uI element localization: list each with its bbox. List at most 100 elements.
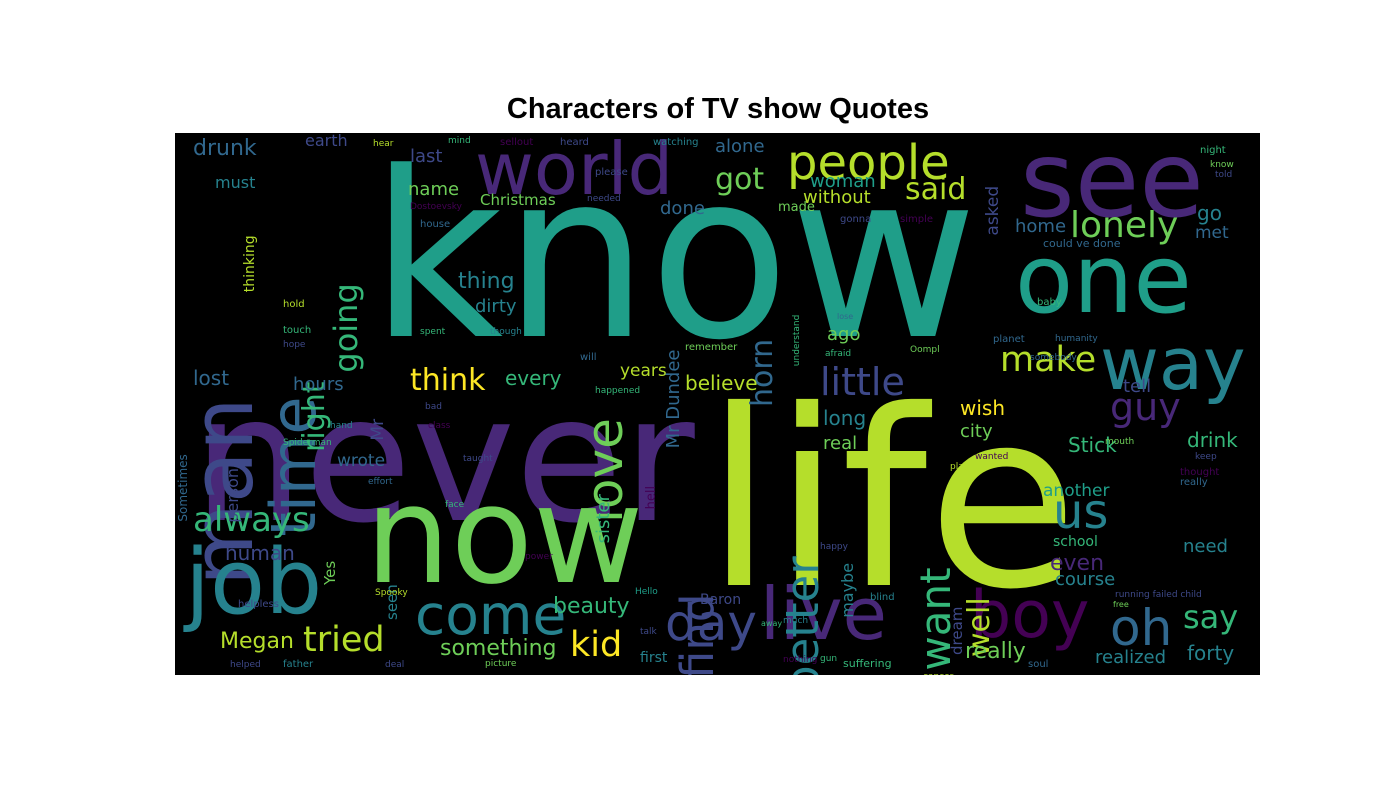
word-met: met bbox=[1195, 223, 1229, 243]
word-say: say bbox=[1183, 598, 1239, 636]
word-heard: heard bbox=[560, 137, 589, 148]
word-understand: understand bbox=[792, 314, 802, 367]
word-dirty: dirty bbox=[475, 296, 517, 317]
word-us: us bbox=[1053, 484, 1109, 540]
word-one: one bbox=[1015, 225, 1192, 335]
word-lose: lose bbox=[837, 312, 854, 321]
word-tried: tried bbox=[303, 620, 385, 660]
word-really: really bbox=[965, 639, 1026, 664]
word-another: another bbox=[1043, 481, 1110, 501]
word-wish: wish bbox=[960, 396, 1006, 420]
word-last: last bbox=[410, 146, 443, 167]
word-house: house bbox=[420, 219, 451, 230]
word-please: please bbox=[595, 167, 628, 178]
word-mr-dundee: Mr Dundee bbox=[663, 349, 684, 449]
word-nothing: nothing bbox=[783, 655, 818, 665]
word-blind: blind bbox=[870, 592, 895, 603]
word-job: job bbox=[185, 530, 323, 635]
word-night: night bbox=[1200, 145, 1226, 156]
word-come: come bbox=[415, 583, 567, 647]
word-effort: effort bbox=[368, 477, 393, 487]
word-know: know bbox=[370, 133, 978, 391]
word-though: though bbox=[490, 327, 522, 337]
word-keep: keep bbox=[1195, 452, 1217, 462]
word-planet: planet bbox=[993, 334, 1025, 345]
word-thing: thing bbox=[458, 269, 515, 294]
word-going: going bbox=[327, 283, 365, 373]
word-way: way bbox=[1100, 322, 1246, 406]
word-woman: woman bbox=[810, 171, 876, 192]
word-deal: deal bbox=[385, 660, 405, 670]
word-remember: remember bbox=[685, 342, 738, 353]
word-christmas: Christmas bbox=[480, 191, 556, 209]
word-person: person bbox=[223, 467, 242, 523]
word-happened: happened bbox=[595, 386, 641, 396]
word-see: see bbox=[1020, 133, 1204, 241]
word-school: school bbox=[1053, 534, 1098, 550]
word-talk: talk bbox=[640, 627, 657, 637]
word-wanted: wanted bbox=[975, 452, 1009, 462]
word-real: real bbox=[823, 433, 858, 454]
word-away: away bbox=[761, 619, 783, 628]
word-long: long bbox=[823, 406, 867, 430]
word-world: world bbox=[475, 133, 674, 211]
word-afraid: afraid bbox=[825, 349, 852, 359]
word-life: life bbox=[705, 358, 1079, 643]
word-bad: bad bbox=[425, 402, 442, 412]
word-hours: hours bbox=[293, 374, 344, 395]
word-dream: dream bbox=[948, 606, 966, 655]
word-hand: hand bbox=[330, 421, 353, 431]
word-helped: helped bbox=[230, 660, 261, 670]
word-could-ve-done: could ve done bbox=[1043, 237, 1121, 250]
word-made: made bbox=[778, 200, 815, 215]
word-human: human bbox=[225, 541, 295, 565]
word-home: home bbox=[1015, 216, 1067, 237]
word-running-failed-child: running failed child bbox=[1115, 590, 1202, 600]
word-drink: drink bbox=[1187, 428, 1238, 452]
word-dostoevsky: Dostoevsky bbox=[410, 202, 462, 212]
word-baby: baby bbox=[1037, 297, 1062, 308]
word-without: without bbox=[803, 187, 871, 208]
word-happy: happy bbox=[820, 542, 848, 552]
word-taught: taught bbox=[463, 454, 493, 464]
word-said: said bbox=[905, 172, 967, 207]
word-thinking: thinking bbox=[242, 235, 258, 293]
word-humanity: humanity bbox=[1055, 334, 1098, 344]
word-will: will bbox=[580, 352, 597, 363]
word-every: every bbox=[505, 366, 562, 390]
word-mind: mind bbox=[448, 136, 471, 146]
word-free: free bbox=[1113, 600, 1129, 609]
word-spiderman: Spiderman bbox=[283, 438, 332, 448]
word-picture: picture bbox=[485, 659, 517, 669]
word-baron: Baron bbox=[700, 592, 742, 608]
word-day: day bbox=[665, 594, 757, 652]
word-much: much bbox=[783, 616, 809, 626]
word-oompl: Oompl bbox=[910, 345, 940, 355]
word-somebody: somebody bbox=[1030, 353, 1077, 363]
word-needed: needed bbox=[587, 194, 621, 204]
word-guy: guy bbox=[1110, 385, 1181, 429]
word-gonna: gonna bbox=[840, 214, 872, 225]
word-city: city bbox=[960, 421, 993, 442]
word-need: need bbox=[1183, 536, 1228, 557]
word-never: never bbox=[193, 359, 695, 562]
word-class: class bbox=[428, 421, 451, 431]
word-soul: soul bbox=[1028, 659, 1049, 670]
word-lonely: lonely bbox=[1070, 205, 1179, 246]
word-play: play bbox=[950, 462, 970, 472]
word-believe: believe bbox=[685, 371, 758, 395]
figure-title: Characters of TV show Quotes bbox=[506, 93, 930, 125]
word-got: got bbox=[715, 162, 765, 197]
word-even: even bbox=[1050, 551, 1105, 576]
word-little: little bbox=[820, 360, 905, 404]
word-forty: forty bbox=[1187, 641, 1235, 665]
word-realized: realized bbox=[1095, 647, 1167, 668]
word-sometimes: Sometimes bbox=[176, 454, 190, 522]
word-done: done bbox=[660, 198, 705, 219]
word-spent: spent bbox=[420, 327, 446, 337]
word-make: make bbox=[1000, 340, 1097, 380]
word-ago: ago bbox=[827, 324, 861, 345]
word-always: always bbox=[193, 500, 310, 540]
word-asked: asked bbox=[983, 185, 1003, 236]
word-mouth: mouth bbox=[1105, 437, 1135, 447]
